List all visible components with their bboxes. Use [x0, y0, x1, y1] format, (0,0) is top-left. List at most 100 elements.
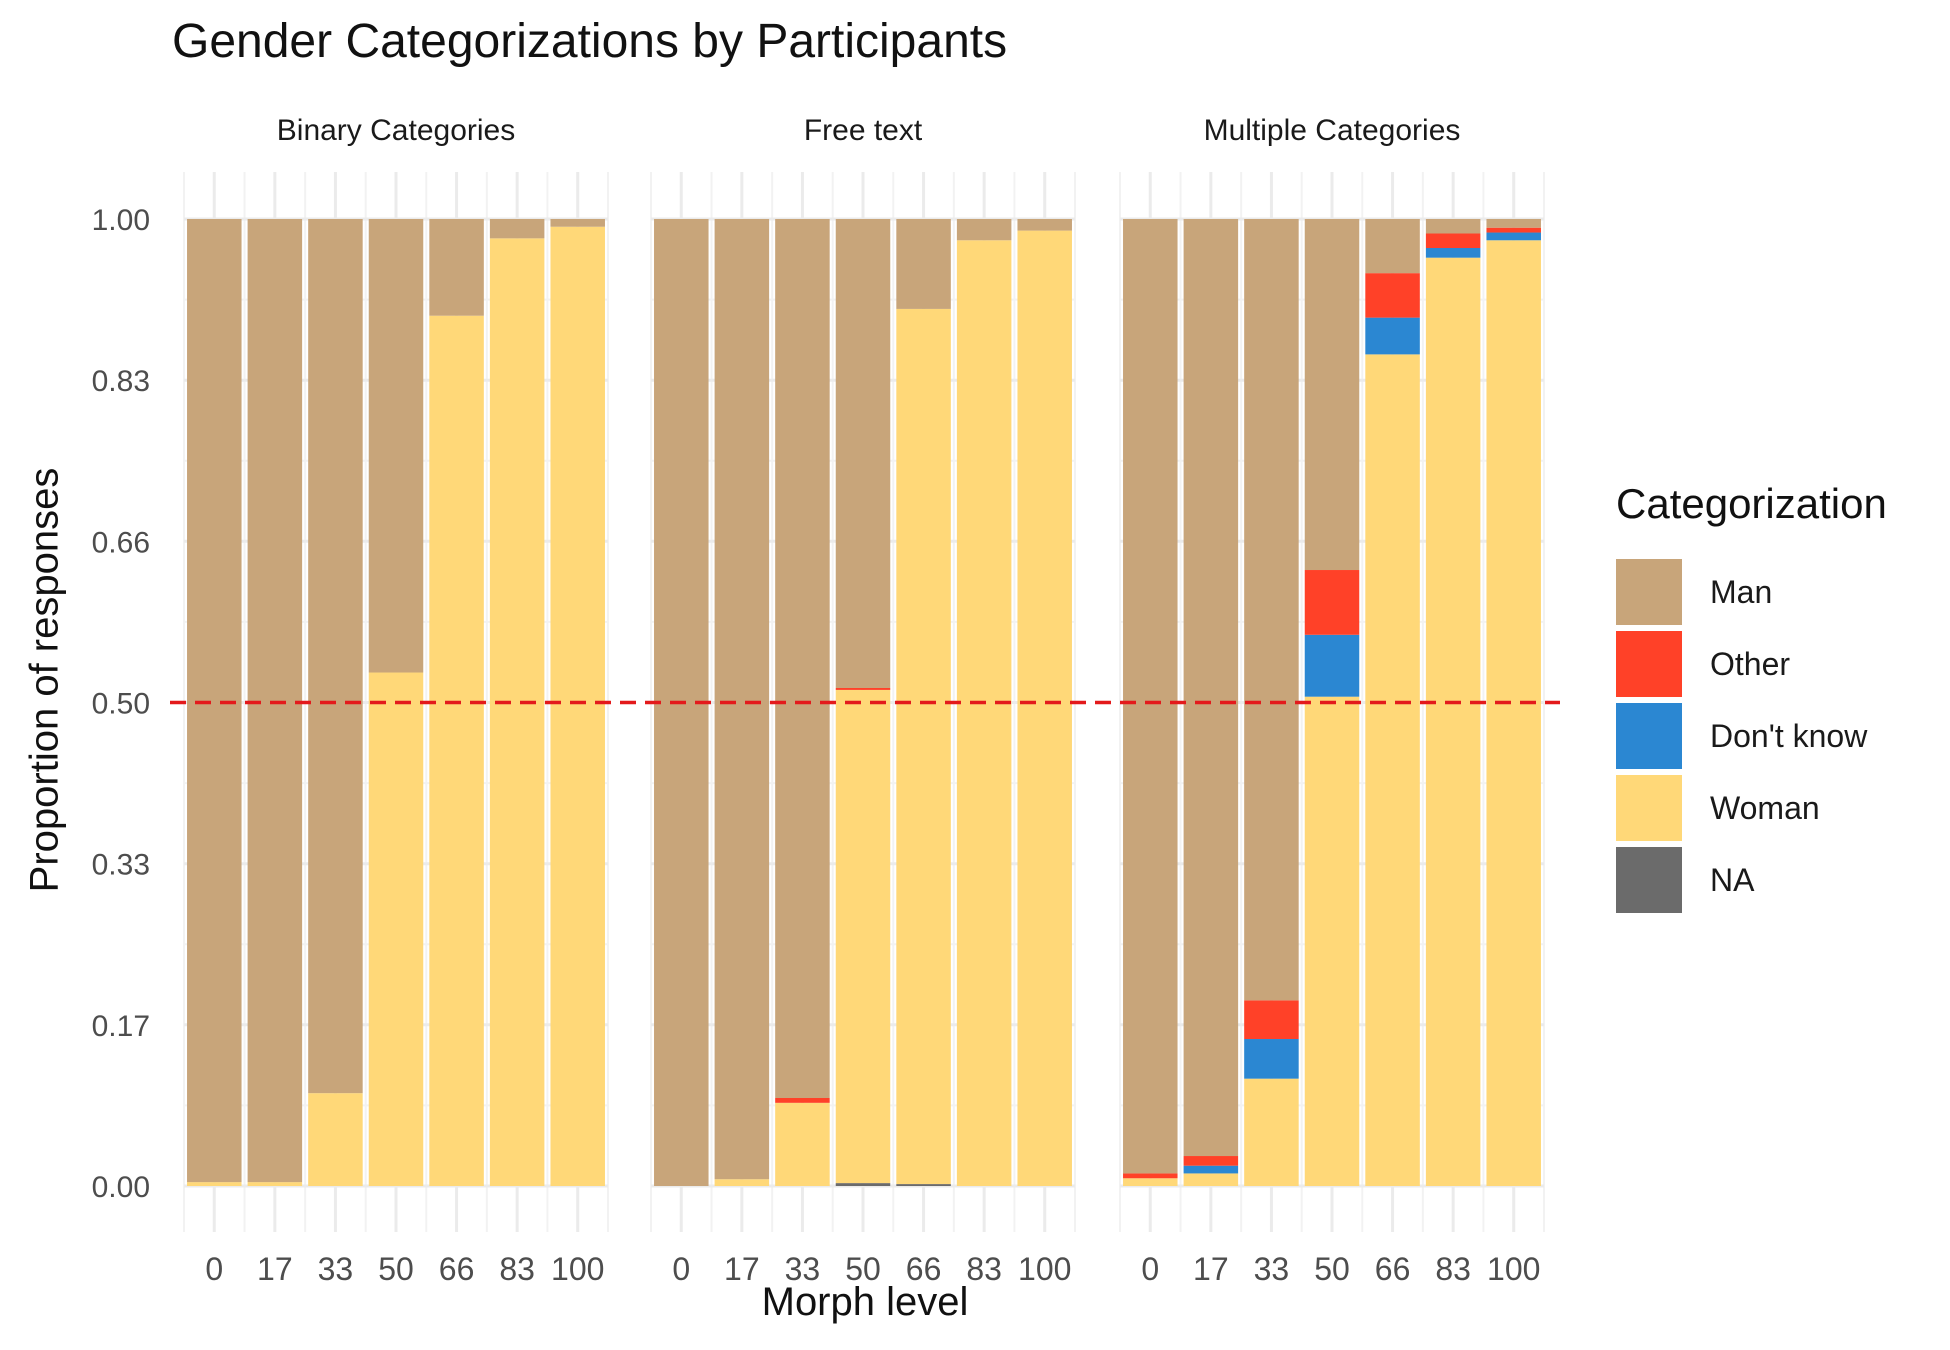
legend-key-swatch — [1616, 775, 1682, 841]
bar-segment-other — [1486, 227, 1541, 233]
x-tick-label: 83 — [1435, 1251, 1471, 1287]
x-tick-label: 50 — [1314, 1251, 1350, 1287]
x-tick-label: 100 — [1018, 1251, 1071, 1287]
bar-segment-woman — [1123, 1178, 1178, 1186]
bar-segment-don-t-know — [1304, 634, 1360, 697]
bar-segment-woman — [550, 226, 605, 1187]
legend-title: Categorization — [1616, 480, 1887, 527]
bar-segment-woman — [308, 1093, 363, 1186]
y-axis-label: Proportion of responses — [22, 467, 67, 893]
bar-segment-man — [1304, 219, 1360, 571]
panel-strip-label-2: Free text — [803, 114, 923, 147]
y-tick-label: 0.66 — [92, 526, 150, 559]
bar-segment-man — [308, 219, 363, 1094]
bar-segment-woman — [1183, 1173, 1239, 1186]
bar-segment-woman — [956, 240, 1012, 1187]
bar-segment-man — [1183, 219, 1239, 1157]
bar-segment-woman — [429, 315, 484, 1186]
x-tick-label: 0 — [672, 1251, 690, 1287]
legend-item-label: Other — [1710, 645, 1791, 682]
legend-key-swatch — [1616, 631, 1682, 697]
bar-segment-man — [1017, 219, 1072, 231]
bar-segment-woman — [1244, 1078, 1299, 1186]
x-tick-label: 83 — [966, 1251, 1002, 1287]
x-tick-label: 33 — [785, 1251, 821, 1287]
legend-item-na: NA — [1616, 844, 1887, 916]
bar-segment-other — [1244, 1000, 1299, 1040]
x-axis-label-text: Morph level — [761, 1280, 969, 1324]
legend-key-swatch — [1616, 703, 1682, 769]
chart-title: Gender Categorizations by Participants — [172, 15, 1008, 68]
bar-segment-woman — [489, 238, 545, 1187]
bar-segment-man — [1365, 219, 1420, 274]
bar-segment-man — [1486, 219, 1541, 228]
legend-item-label: Man — [1710, 573, 1773, 610]
bar-segment-other — [1425, 233, 1481, 249]
bar-segment-other — [1123, 1173, 1178, 1179]
x-tick-label: 66 — [439, 1251, 475, 1287]
bar-segment-other — [835, 687, 891, 690]
x-tick-label: 83 — [499, 1251, 535, 1287]
bar-segment-man — [489, 219, 545, 239]
bar-segment-man — [187, 219, 242, 1183]
legend-item-label: Don't know — [1710, 717, 1868, 754]
bar-segment-man — [429, 219, 484, 316]
y-tick-label: 0.33 — [92, 849, 150, 882]
bar-segment-man — [775, 219, 830, 1099]
panel-strip-label-3: Multiple Categories — [1203, 114, 1461, 147]
x-tick-label: 100 — [551, 1251, 604, 1287]
bar-segment-man — [247, 219, 303, 1183]
bar-segment-don-t-know — [1183, 1165, 1239, 1174]
bar-segment-woman — [896, 308, 951, 1185]
legend-item-man: Man — [1616, 556, 1887, 628]
legend-item-label: NA — [1710, 861, 1755, 898]
bar-segment-woman — [775, 1102, 830, 1186]
bar-segment-man — [1244, 219, 1299, 1001]
y-tick-label: 0.17 — [92, 1010, 150, 1043]
bar-segment-don-t-know — [1486, 232, 1541, 241]
bar-segment-woman — [1486, 240, 1541, 1187]
x-tick-label: 17 — [257, 1251, 293, 1287]
bar-segment-woman — [1425, 257, 1481, 1186]
bar-segment-woman — [1365, 354, 1420, 1186]
x-tick-label: 66 — [906, 1251, 942, 1287]
x-tick-label: 0 — [205, 1251, 223, 1287]
y-tick-label: 1.00 — [92, 204, 150, 237]
x-tick-label: 0 — [1141, 1251, 1159, 1287]
x-tick-label: 33 — [1254, 1251, 1290, 1287]
bar-segment-woman — [1017, 230, 1072, 1186]
bar-segment-man — [714, 219, 770, 1180]
bar-segment-man — [550, 219, 605, 227]
legend-item-other: Other — [1616, 628, 1887, 700]
bar-segment-don-t-know — [1365, 317, 1420, 355]
bar-segment-woman — [187, 1182, 242, 1186]
bar-segment-woman — [1304, 696, 1360, 1186]
bar-segment-man — [1425, 219, 1481, 234]
x-tick-label: 66 — [1375, 1251, 1411, 1287]
x-tick-label: 100 — [1487, 1251, 1540, 1287]
y-tick-label: 0.83 — [92, 365, 150, 398]
bar-segment-na — [896, 1184, 951, 1186]
bar-segment-woman — [835, 689, 891, 1184]
legend-key-swatch — [1616, 847, 1682, 913]
bar-segment-don-t-know — [1425, 248, 1481, 258]
bar-segment-don-t-know — [1244, 1039, 1299, 1079]
bar-segment-na — [835, 1183, 891, 1186]
bar-segment-other — [775, 1098, 830, 1103]
legend: Categorization Man Other Don't know Woman NA — [1616, 480, 1887, 916]
legend-key-swatch — [1616, 559, 1682, 625]
bar-segment-man — [1123, 219, 1178, 1174]
x-tick-label: 17 — [724, 1251, 760, 1287]
bar-segment-woman — [247, 1182, 303, 1186]
legend-item-woman: Woman — [1616, 772, 1887, 844]
bar-segment-other — [1365, 273, 1420, 318]
panel-strip-label-1: Binary Categories — [276, 114, 516, 147]
x-tick-label: 33 — [318, 1251, 354, 1287]
bar-segment-man — [835, 219, 891, 688]
y-tick-label: 0.00 — [92, 1171, 150, 1204]
x-tick-label: 50 — [378, 1251, 414, 1287]
x-tick-label: 50 — [845, 1251, 881, 1287]
x-tick-label: 17 — [1193, 1251, 1229, 1287]
legend-item-label: Woman — [1710, 789, 1820, 826]
